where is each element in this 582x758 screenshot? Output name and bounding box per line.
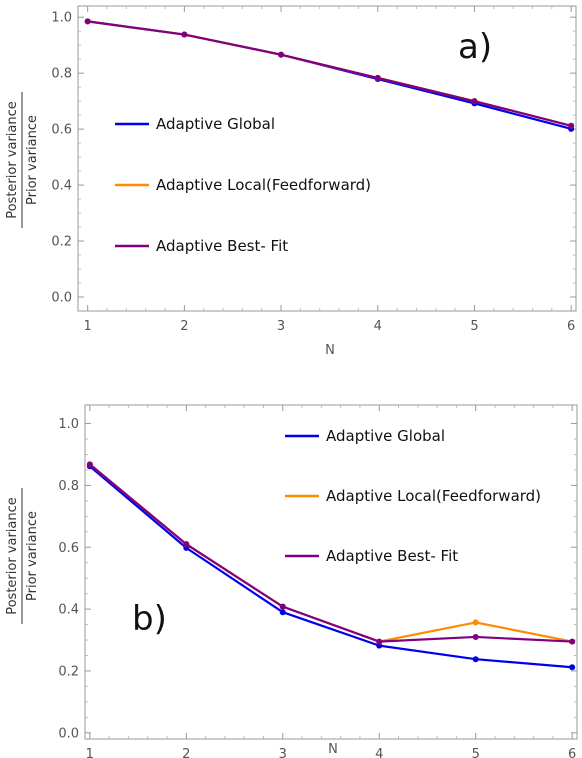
x-tick-label: 4 bbox=[375, 747, 383, 758]
x-axis-ticks: 1 2 3 4 5 6 bbox=[84, 6, 575, 334]
x-tick-label: 3 bbox=[277, 319, 285, 334]
series-line-3 bbox=[89, 463, 573, 643]
x-tick-label: 5 bbox=[470, 319, 478, 334]
legend-label: Adaptive Global bbox=[326, 427, 445, 445]
panel-a: 1 2 3 4 5 6 0.0 0.2 0.4 0.6 0.8 1.0 N Posterior va… bbox=[5, 5, 577, 358]
y-tick-label: 0.2 bbox=[58, 664, 79, 679]
legend: Adaptive Global Adaptive Local(Feedforwar… bbox=[285, 427, 541, 565]
series-group bbox=[86, 461, 576, 671]
data-point bbox=[569, 638, 576, 645]
data-point bbox=[376, 638, 383, 645]
y-tick-label: 0.0 bbox=[51, 291, 72, 306]
legend-label: Adaptive Local(Feedforward) bbox=[326, 487, 541, 505]
legend-label: Adaptive Local(Feedforward) bbox=[156, 176, 371, 194]
data-point bbox=[472, 656, 479, 663]
y-axis-label: Posterior variance Prior variance bbox=[5, 92, 40, 228]
plot-frame bbox=[84, 404, 578, 740]
data-point bbox=[472, 619, 479, 626]
x-tick-label: 6 bbox=[568, 747, 576, 758]
panel-label: a) bbox=[458, 27, 492, 67]
y-axis-label-numerator: Posterior variance bbox=[5, 497, 20, 615]
legend: Adaptive Global Adaptive Local(Feedforwar… bbox=[115, 115, 371, 255]
x-axis-label: N bbox=[328, 742, 338, 757]
data-point bbox=[86, 461, 93, 468]
panel-b: 1 2 3 4 5 6 0.0 0.2 0.4 0.6 0.8 1.0 N Posterior va… bbox=[5, 404, 578, 758]
series-line-1 bbox=[89, 465, 573, 669]
x-tick-label: 1 bbox=[84, 319, 92, 334]
panel-label: b) bbox=[132, 599, 167, 639]
x-tick-label: 6 bbox=[567, 319, 575, 334]
x-tick-label: 2 bbox=[180, 319, 188, 334]
y-tick-label: 0.2 bbox=[51, 235, 72, 250]
y-tick-label: 0.0 bbox=[58, 726, 79, 741]
series-line-3 bbox=[87, 20, 572, 127]
x-tick-label: 1 bbox=[86, 747, 94, 758]
x-tick-label: 2 bbox=[182, 747, 190, 758]
x-tick-label: 3 bbox=[279, 747, 287, 758]
y-tick-label: 1.0 bbox=[58, 417, 79, 432]
data-point bbox=[569, 664, 576, 671]
y-axis-label: Posterior variance Prior variance bbox=[5, 488, 40, 624]
x-tick-label: 5 bbox=[472, 747, 480, 758]
x-tick-label: 4 bbox=[374, 319, 382, 334]
series-group bbox=[84, 18, 575, 132]
y-tick-label: 0.6 bbox=[58, 541, 79, 556]
data-point bbox=[279, 609, 286, 616]
legend-label: Adaptive Best- Fit bbox=[326, 547, 458, 565]
data-point bbox=[278, 51, 285, 58]
data-point bbox=[279, 603, 286, 610]
series-line-1 bbox=[87, 20, 572, 130]
data-point bbox=[84, 18, 91, 25]
legend-label: Adaptive Best- Fit bbox=[156, 237, 288, 255]
y-axis-ticks: 0.0 0.2 0.4 0.6 0.8 1.0 bbox=[58, 417, 577, 741]
y-tick-label: 0.4 bbox=[58, 603, 79, 618]
data-point bbox=[471, 98, 478, 105]
data-point bbox=[374, 74, 381, 81]
data-point bbox=[568, 122, 575, 129]
data-point bbox=[472, 633, 479, 640]
y-tick-label: 0.8 bbox=[58, 479, 79, 494]
y-axis-label-denominator: Prior variance bbox=[25, 511, 40, 601]
y-tick-label: 0.6 bbox=[51, 123, 72, 138]
plot-frame bbox=[77, 5, 577, 312]
x-axis-label: N bbox=[325, 343, 335, 358]
y-tick-label: 0.4 bbox=[51, 179, 72, 194]
y-tick-label: 1.0 bbox=[51, 11, 72, 26]
legend-label: Adaptive Global bbox=[156, 115, 275, 133]
y-axis-label-numerator: Posterior variance bbox=[5, 101, 20, 219]
y-tick-label: 0.8 bbox=[51, 67, 72, 82]
x-axis-ticks: 1 2 3 4 5 6 bbox=[86, 405, 576, 758]
data-point bbox=[183, 541, 190, 548]
data-point bbox=[181, 31, 188, 38]
y-axis-label-denominator: Prior variance bbox=[25, 115, 40, 205]
y-axis-ticks: 0.0 0.2 0.4 0.6 0.8 1.0 bbox=[51, 11, 576, 306]
